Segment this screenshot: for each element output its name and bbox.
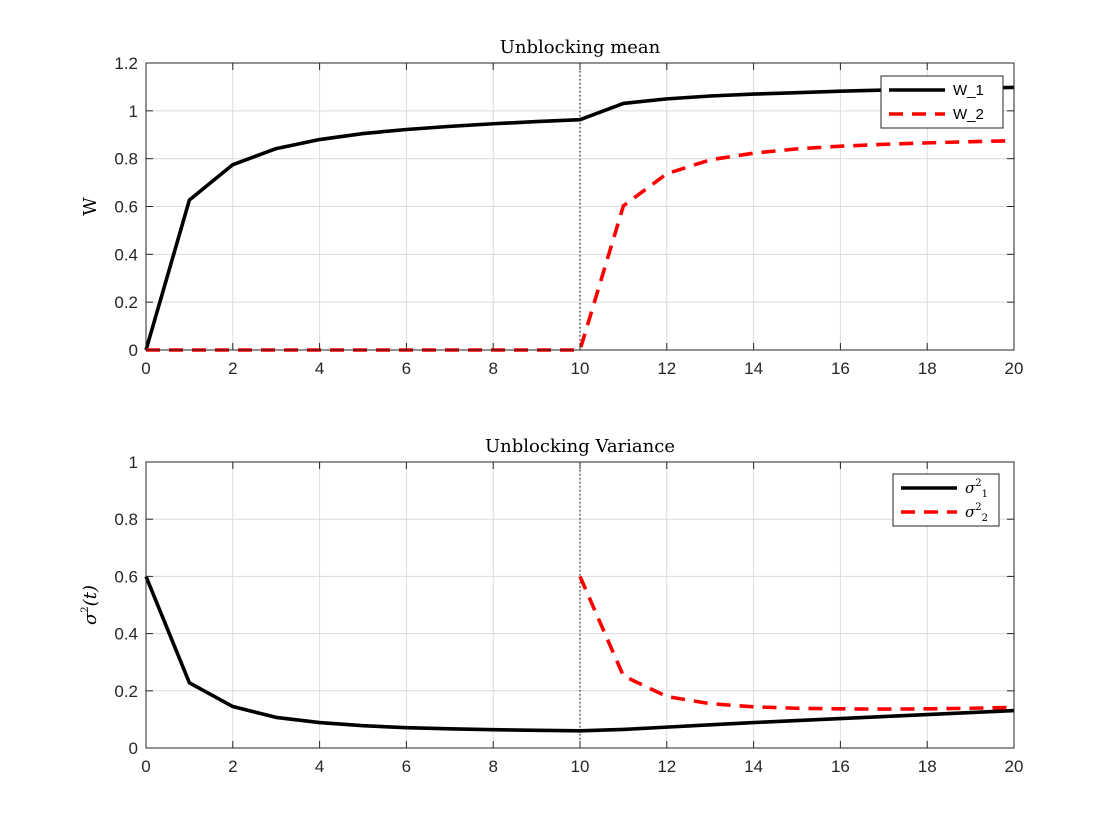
y-tick-label: 0.8 — [114, 150, 138, 169]
x-tick-label: 10 — [571, 757, 590, 776]
y-tick-label: 0 — [129, 341, 138, 360]
y-tick-label: 0.2 — [114, 682, 138, 701]
x-tick-label: 16 — [831, 757, 850, 776]
legend-box — [892, 473, 1000, 527]
x-tick-label: 14 — [744, 359, 763, 378]
y-axis-label: W — [80, 197, 101, 216]
x-tick-label: 8 — [488, 757, 497, 776]
x-tick-label: 2 — [228, 359, 237, 378]
x-tick-label: 16 — [831, 359, 850, 378]
variance-plot: 0 2 4 6 8 10 12 14 16 18 20 0 0.2 0.4 0.6 0.8 1 Unblockin… — [80, 436, 1023, 776]
x-tick-label: 14 — [744, 757, 763, 776]
y-tick-label: 0.4 — [114, 245, 138, 264]
y-tick-label: 0.4 — [114, 625, 138, 644]
y-tick-label: 0.2 — [114, 293, 138, 312]
x-tick-label: 20 — [1005, 757, 1024, 776]
x-tick-label: 18 — [918, 757, 937, 776]
y-tick-label: 1.2 — [114, 54, 138, 73]
y-tick-label: 0.8 — [114, 510, 138, 529]
x-tick-label: 0 — [141, 757, 150, 776]
legend-label-1: W_1 — [953, 82, 984, 99]
x-tick-label: 6 — [402, 359, 411, 378]
y-tick-label: 1 — [129, 453, 138, 472]
mean-plot: 0 2 4 6 8 10 12 14 16 18 20 0 0.2 0.4 0.6 0.8 1 1.2 Unbloc… — [80, 37, 1023, 378]
y-tick-label: 1 — [129, 102, 138, 121]
legend-box — [880, 75, 1004, 129]
x-tick-label: 18 — [918, 359, 937, 378]
series-line-2 — [578, 575, 1015, 711]
x-tick-label: 8 — [488, 359, 497, 378]
x-tick-label: 0 — [141, 359, 150, 378]
legend-label-2: σ22 — [965, 502, 988, 524]
series-line-1 — [144, 575, 1015, 733]
x-tick-label: 12 — [657, 359, 676, 378]
x-tick-label: 20 — [1005, 359, 1024, 378]
legend-label-1: σ21 — [965, 478, 988, 500]
chart-title: Unblocking Variance — [485, 436, 675, 457]
y-tick-label: 0.6 — [114, 198, 138, 217]
x-tick-label: 4 — [315, 359, 324, 378]
chart-title: Unblocking mean — [500, 37, 661, 58]
x-tick-label: 4 — [315, 757, 324, 776]
series-line-1 — [144, 85, 1015, 351]
x-tick-label: 2 — [228, 757, 237, 776]
y-axis-label: σ2(t) — [80, 585, 101, 625]
x-tick-label: 10 — [571, 359, 590, 378]
x-tick-label: 12 — [657, 757, 676, 776]
y-tick-label: 0.6 — [114, 567, 138, 586]
legend-label-2: W_2 — [953, 106, 984, 123]
x-tick-label: 6 — [402, 757, 411, 776]
y-tick-label: 0 — [129, 739, 138, 758]
legend: W_1W_2 — [880, 75, 1004, 129]
